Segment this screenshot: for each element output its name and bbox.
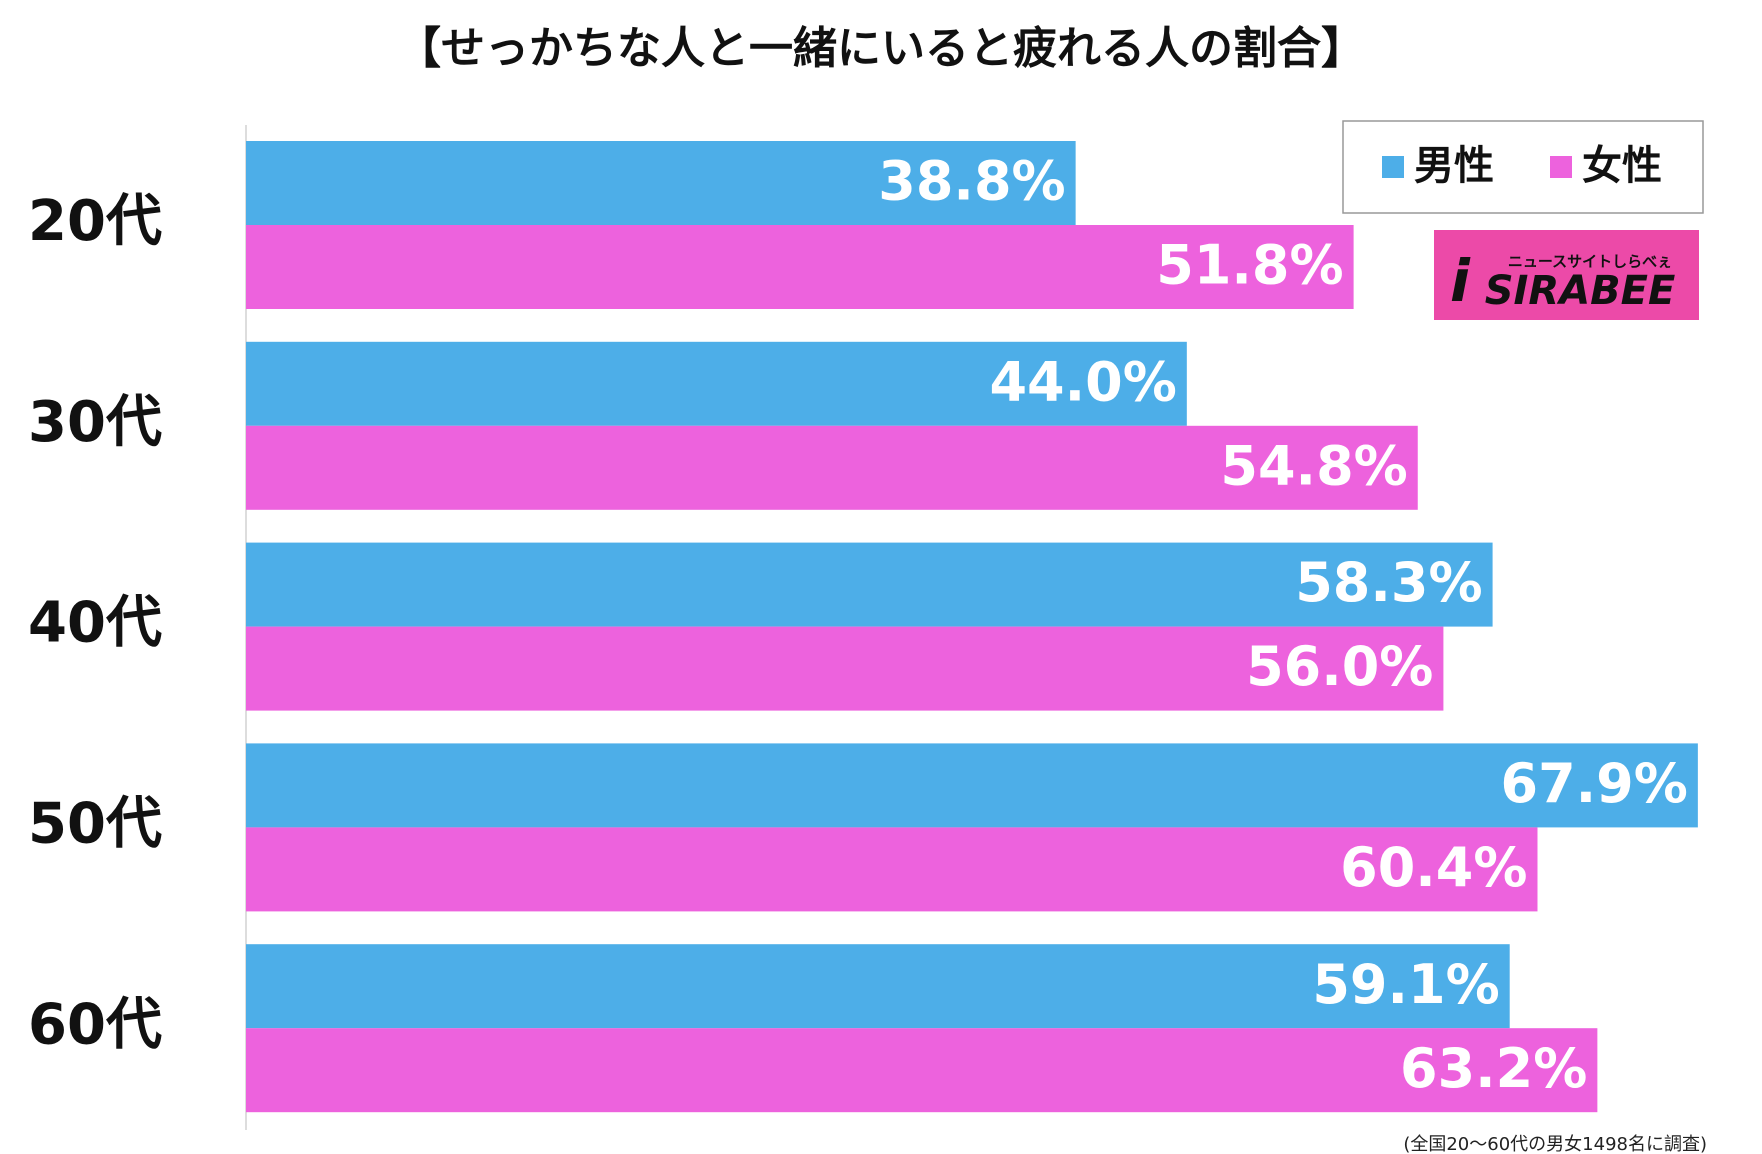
bar	[246, 827, 1538, 912]
bar	[246, 743, 1698, 828]
bar	[246, 542, 1493, 627]
y-tick-label: 20代	[28, 189, 162, 254]
value-label: 38.8%	[878, 150, 1065, 213]
bar	[246, 944, 1510, 1029]
value-label: 44.0%	[989, 350, 1176, 413]
value-label: 67.9%	[1501, 752, 1688, 815]
legend-swatch	[1550, 156, 1572, 178]
y-tick-label: 40代	[28, 591, 162, 656]
footnote: (全国20〜60代の男女1498名に調査)	[1403, 1134, 1707, 1154]
bar	[246, 1028, 1598, 1113]
value-label: 60.4%	[1340, 836, 1527, 899]
legend: 男性 女性	[1342, 120, 1704, 214]
legend-label: 女性	[1582, 143, 1662, 189]
value-label: 51.8%	[1156, 234, 1343, 297]
y-tick-label: 30代	[28, 390, 162, 455]
bar	[246, 225, 1354, 309]
value-label: 63.2%	[1400, 1037, 1587, 1100]
value-label: 59.1%	[1312, 953, 1499, 1016]
y-tick-label: 60代	[28, 992, 162, 1057]
legend-swatch	[1382, 156, 1404, 178]
logo-tagline: ニュースサイトしらべぇ	[1508, 253, 1672, 271]
bar	[246, 141, 1076, 225]
bar	[246, 425, 1418, 510]
legend-label: 男性	[1414, 143, 1494, 189]
y-tick-label: 50代	[28, 792, 162, 857]
logo-i: i	[1450, 247, 1471, 315]
chart-title: 【せっかちな人と一緒にいると疲れる人の割合】	[397, 23, 1365, 74]
logo-box	[1434, 230, 1699, 320]
value-label: 58.3%	[1295, 551, 1482, 614]
bar	[246, 341, 1187, 426]
logo-text: SIRABEE	[1485, 268, 1676, 314]
logo: i ニュースサイトしらべぇ SIRABEE	[1434, 230, 1699, 320]
value-label: 54.8%	[1220, 434, 1407, 497]
value-label: 56.0%	[1246, 635, 1433, 698]
bar	[246, 626, 1444, 711]
